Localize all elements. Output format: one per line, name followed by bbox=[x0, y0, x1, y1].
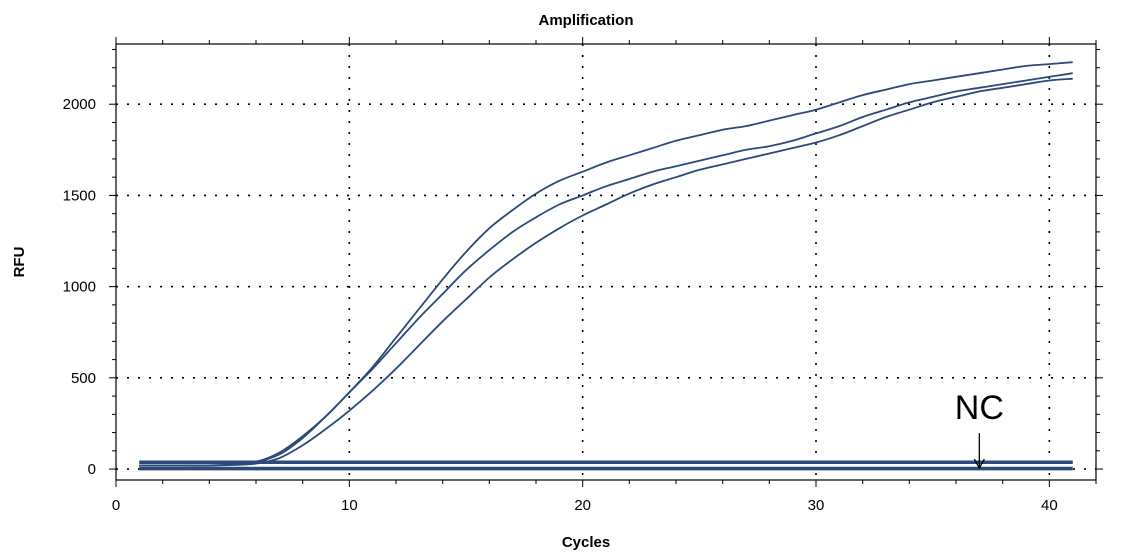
annotation-arrow-head bbox=[973, 458, 985, 470]
y-tick-label: 1500 bbox=[63, 187, 96, 204]
annotation-nc-label: NC bbox=[955, 389, 1004, 427]
y-tick-labels: 0 500 1000 1500 2000 bbox=[63, 96, 96, 478]
series-lines bbox=[139, 61, 1073, 471]
x-axis-label: Cycles bbox=[562, 534, 610, 551]
annotations: NC bbox=[955, 389, 1004, 470]
x-tick-label: 0 bbox=[112, 497, 120, 514]
series-line-3 bbox=[139, 77, 1073, 467]
y-axis-label: RFU bbox=[11, 247, 28, 278]
series-line-2 bbox=[139, 72, 1073, 467]
axis-ticks bbox=[109, 37, 1103, 487]
x-tick-label: 40 bbox=[1041, 497, 1058, 514]
x-tick-label: 30 bbox=[808, 497, 825, 514]
y-tick-label: 0 bbox=[88, 461, 96, 478]
x-tick-label: 20 bbox=[574, 497, 591, 514]
x-tick-labels: 0 10 20 30 40 bbox=[112, 497, 1058, 514]
x-tick-label: 10 bbox=[341, 497, 358, 514]
series-line-1 bbox=[139, 61, 1073, 467]
chart-title: Amplification bbox=[538, 12, 633, 29]
y-tick-label: 2000 bbox=[63, 96, 96, 113]
y-tick-label: 1000 bbox=[63, 279, 96, 296]
plot-frame bbox=[115, 43, 1097, 481]
y-tick-label: 500 bbox=[71, 370, 96, 387]
grid-lines bbox=[116, 44, 1096, 480]
